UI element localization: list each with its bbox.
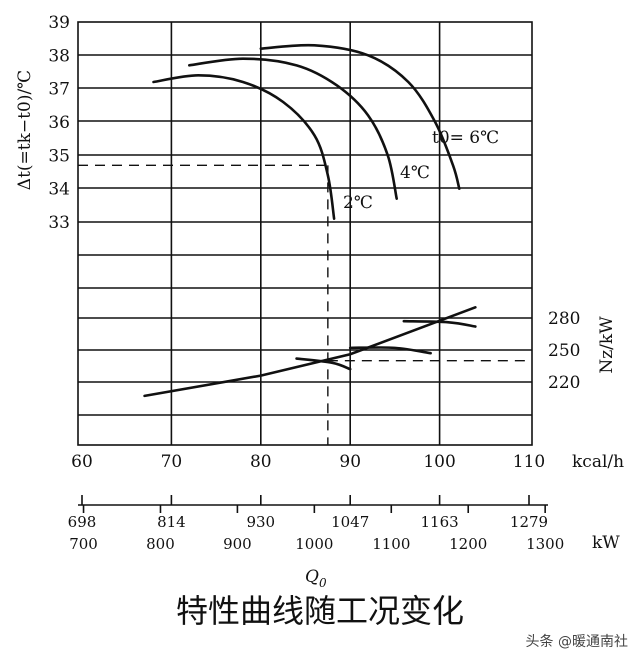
secondary-top-tick-label: 814 — [157, 513, 186, 531]
secondary-bottom-tick-label: 1100 — [372, 535, 410, 553]
x-tick-label: 90 — [339, 452, 361, 472]
x-tick-label: 80 — [250, 452, 272, 472]
power-curve-branch — [402, 319, 477, 328]
chart-grid — [77, 21, 533, 446]
y-left-tick-label: 39 — [48, 13, 70, 33]
y-axis-left-ticks: 39 38 37 36 35 34 33 — [48, 13, 70, 233]
secondary-bottom-tick-label: 800 — [146, 535, 175, 553]
secondary-top-tick-label: 1279 — [510, 513, 548, 531]
power-curves — [143, 306, 477, 398]
y-right-tick-label: 250 — [548, 341, 580, 361]
power-curve-branch — [295, 357, 352, 371]
x-axis-title: Q0 — [305, 567, 327, 590]
power-curve-branch — [348, 346, 432, 355]
x-tick-label: 110 — [513, 452, 545, 472]
operating-point-guides — [78, 164, 532, 445]
y-axis-right-ticks: 280 250 220 — [548, 309, 580, 393]
x-tick-label: 100 — [423, 452, 455, 472]
x-axis-secondary: 698 814 930 1047 1163 1279 700 800 900 1000 1100 12… — [68, 495, 564, 553]
dt-curve-line — [152, 74, 336, 220]
power-curve-line — [143, 306, 477, 398]
y-left-tick-label: 35 — [48, 146, 70, 166]
secondary-bottom-tick-label: 1300 — [526, 535, 564, 553]
secondary-bottom-tick-label: 900 — [223, 535, 252, 553]
x-tick-label: 70 — [161, 452, 183, 472]
dt-curve-label: 4℃ — [400, 163, 430, 183]
dt-curve-line — [259, 43, 461, 190]
x-axis-unit: kcal/h — [572, 452, 624, 472]
secondary-top-tick-label: 1047 — [331, 513, 369, 531]
dt-curve-label: 2℃ — [343, 193, 373, 213]
chart-caption: 特性曲线随工况变化 — [176, 592, 464, 630]
secondary-bottom-tick-label: 1000 — [295, 535, 333, 553]
y-left-tick-label: 38 — [48, 46, 70, 66]
y-axis-right-title: Nz/kW — [597, 316, 617, 374]
dt-curve-line — [187, 57, 398, 200]
secondary-top-tick-label: 698 — [68, 513, 97, 531]
y-left-tick-label: 33 — [48, 213, 70, 233]
secondary-bottom-tick-label: 1200 — [449, 535, 487, 553]
x-tick-label: 60 — [71, 452, 93, 472]
plot-frame — [77, 21, 533, 446]
secondary-top-tick-label: 1163 — [421, 513, 459, 531]
y-right-tick-label: 280 — [548, 309, 580, 329]
x-axis-secondary-unit: kW — [592, 533, 620, 553]
x-axis-ticks: 60 70 80 90 100 110 — [71, 452, 545, 472]
secondary-top-tick-label: 930 — [246, 513, 275, 531]
secondary-bottom-tick-label: 700 — [69, 535, 98, 553]
y-left-tick-label: 36 — [48, 113, 70, 133]
y-right-tick-label: 220 — [548, 373, 580, 393]
y-axis-left-title: Δt(=tk−t0)/℃ — [15, 70, 35, 190]
y-left-tick-label: 37 — [48, 80, 70, 100]
dt-curve-label: t0= 6℃ — [432, 128, 499, 148]
dt-curves: 2℃ 4℃t0= 6℃ — [152, 43, 499, 220]
y-left-tick-label: 34 — [48, 180, 70, 200]
watermark: 头条 @暖通南社 — [526, 633, 628, 650]
